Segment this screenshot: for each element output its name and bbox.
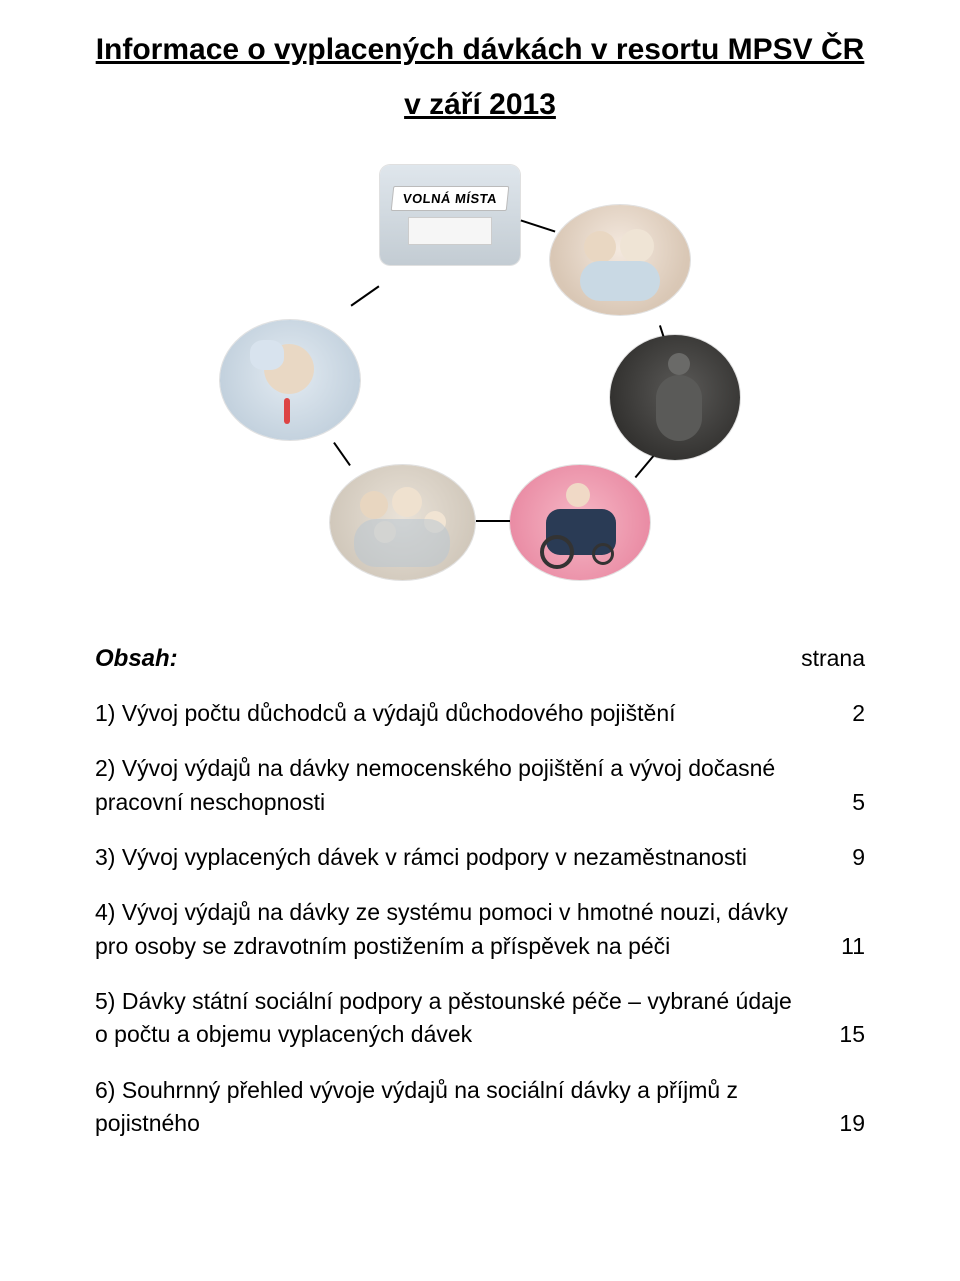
diagram-node-family [330, 465, 475, 580]
toc-item-text: 4) Vývoj výdajů na dávky ze systému pomo… [95, 896, 825, 963]
diagram-edge [333, 442, 351, 466]
diagram-edge [521, 219, 556, 232]
toc-item-page: 5 [825, 786, 865, 819]
toc-item: 3) Vývoj vyplacených dávek v rámci podpo… [95, 841, 865, 874]
diagram-edge [635, 454, 656, 478]
toc-list: 1) Vývoj počtu důchodců a výdajů důchodo… [95, 697, 865, 1140]
toc-page-label: strana [801, 645, 865, 672]
toc-header: Obsah: strana [95, 645, 865, 673]
toc-item-page: 9 [825, 841, 865, 874]
toc-item: 2) Vývoj výdajů na dávky nemocenského po… [95, 752, 865, 819]
document-page: Informace o vyplacených dávkách v resort… [0, 0, 960, 1281]
toc-label: Obsah: [95, 645, 178, 673]
diagram-node-seniors [550, 205, 690, 315]
page-subtitle: v září 2013 [95, 85, 865, 126]
toc-item-page: 2 [825, 697, 865, 730]
toc-item: 1) Vývoj počtu důchodců a výdajů důchodo… [95, 697, 865, 730]
diagram-edge [476, 520, 510, 522]
toc-item-text: 5) Dávky státní sociální podpory a pěsto… [95, 985, 825, 1052]
circular-diagram: VOLNÁ MÍSTA [220, 165, 740, 585]
diagram-node-disability [510, 465, 650, 580]
toc-item-page: 19 [825, 1107, 865, 1140]
diagram-node-jobs: VOLNÁ MÍSTA [380, 165, 520, 265]
toc-item-text: 2) Vývoj výdajů na dávky nemocenského po… [95, 752, 825, 819]
toc-item-text: 1) Vývoj počtu důchodců a výdajů důchodo… [95, 697, 825, 730]
diagram-edge [351, 285, 380, 306]
toc-item-page: 11 [825, 930, 865, 963]
diagram-node-sick-child [220, 320, 360, 440]
diagram-node-pregnancy [610, 335, 740, 460]
toc-item-text: 3) Vývoj vyplacených dávek v rámci podpo… [95, 841, 825, 874]
toc-item-text: 6) Souhrnný přehled vývoje výdajů na soc… [95, 1074, 825, 1141]
toc-item: 4) Vývoj výdajů na dávky ze systému pomo… [95, 896, 865, 963]
page-title: Informace o vyplacených dávkách v resort… [95, 30, 865, 71]
toc-item-page: 15 [825, 1018, 865, 1051]
jobs-sign-label: VOLNÁ MÍSTA [391, 186, 510, 211]
diagram-container: VOLNÁ MÍSTA [95, 165, 865, 585]
toc-item: 6) Souhrnný přehled vývoje výdajů na soc… [95, 1074, 865, 1141]
toc-item: 5) Dávky státní sociální podpory a pěsto… [95, 985, 865, 1052]
